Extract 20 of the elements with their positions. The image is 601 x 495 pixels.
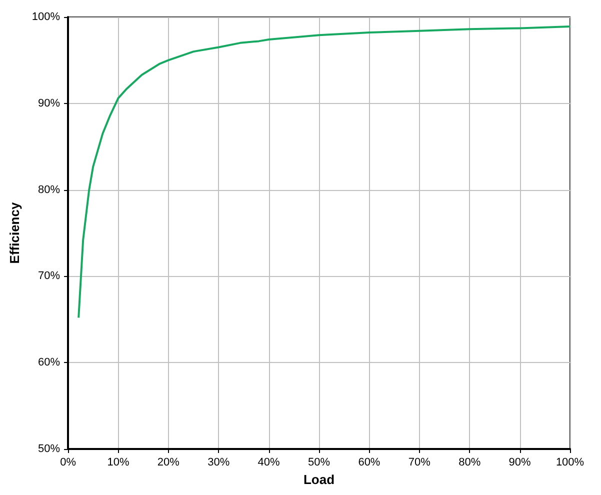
x-tick-label: 50% bbox=[308, 456, 330, 468]
y-tick-label: 90% bbox=[38, 97, 60, 110]
y-tick-label: 60% bbox=[38, 356, 60, 369]
line-series bbox=[78, 26, 571, 319]
x-tick-label: 30% bbox=[208, 456, 230, 468]
x-tick-label: 20% bbox=[157, 456, 180, 468]
y-tick-label: 80% bbox=[38, 184, 60, 196]
x-tick-label: 60% bbox=[358, 456, 380, 468]
y-tick-label: 70% bbox=[38, 270, 60, 282]
x-tick-label: 90% bbox=[508, 456, 532, 468]
x-axis-title: Load bbox=[303, 472, 335, 487]
y-tick-label: 100% bbox=[32, 11, 60, 23]
x-tick-label: 100% bbox=[556, 456, 584, 468]
x-tick-label: 10% bbox=[107, 456, 130, 468]
x-tick-label: 0% bbox=[60, 456, 76, 468]
x-tick-label: 40% bbox=[258, 456, 280, 468]
x-tick-label: 80% bbox=[458, 456, 481, 468]
y-axis-title: Efficiency bbox=[7, 202, 22, 264]
x-tick-label: 70% bbox=[408, 456, 431, 468]
y-tick-label: 50% bbox=[38, 443, 60, 455]
